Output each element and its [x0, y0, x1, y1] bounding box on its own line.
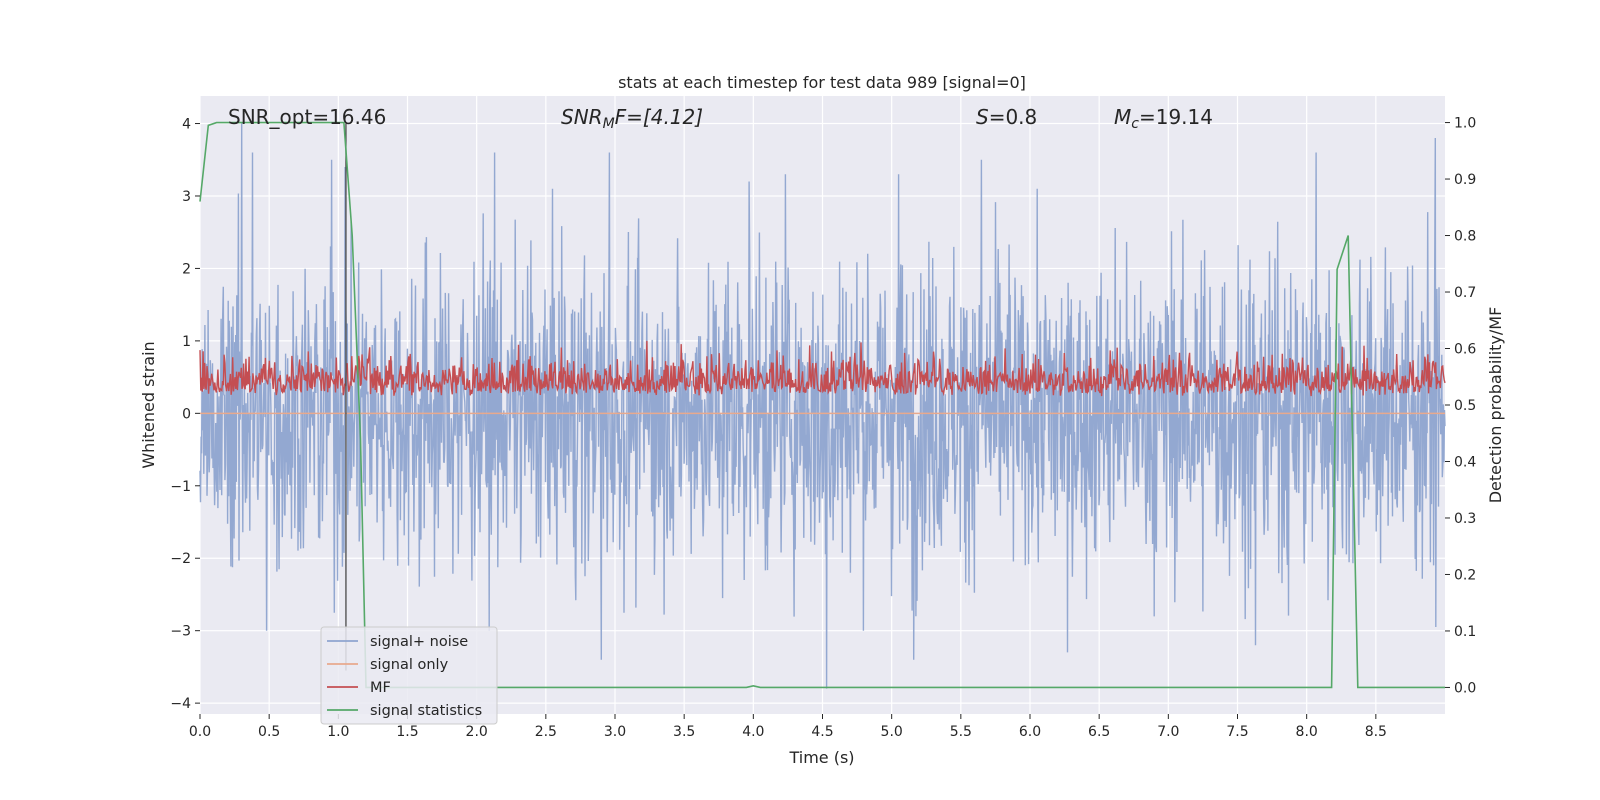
annotation-snr-mf: SNRMF=[4.12] [561, 105, 703, 132]
legend-items: signal+ noise signal only MF signal statist… [327, 634, 482, 719]
legend-box [320, 626, 498, 725]
legend-label: signal only [370, 657, 449, 673]
annotation-snr-mf-base: SNR [561, 105, 603, 129]
x-tick-label: 8.0 [1296, 724, 1318, 740]
x-tick-label: 2.0 [466, 724, 488, 740]
series-signal-plus-noise [199, 123, 1446, 689]
legend-label: signal+ noise [370, 634, 468, 650]
x-tick-label: 6.5 [1088, 724, 1110, 740]
y-tick-label: 1 [182, 334, 191, 350]
y-tick-label: 2 [182, 261, 191, 277]
x-tick-label: 0.0 [189, 724, 211, 740]
axes: 0.0 0.5 1.0 1.5 2.0 2.5 3.0 3.5 4.0 4.5 5.0 5.5 6.0 6… [170, 116, 1476, 740]
y2-tick-label: 0.3 [1454, 511, 1476, 527]
y2-tick-label: 0.1 [1454, 624, 1476, 640]
y2-tick-label: 0.9 [1454, 172, 1476, 188]
y-tick-label: 3 [182, 189, 191, 205]
x-tick-label: 7.0 [1157, 724, 1179, 740]
annotation-mc: Mc=19.14 [1114, 105, 1213, 132]
chart-title: stats at each timestep for test data 989… [618, 73, 1026, 92]
x-tick-label: 3.5 [673, 724, 695, 740]
legend-label: signal statistics [370, 703, 482, 719]
y2-axis-label: Detection probability/MF [1486, 307, 1505, 504]
y2-tick-label: 0.5 [1454, 398, 1476, 414]
x-tick-label: 6.0 [1019, 724, 1041, 740]
y-tick-label: −2 [170, 551, 191, 567]
x-tick-label: 0.5 [258, 724, 280, 740]
annotation-snr-mf-sub: M [603, 116, 615, 132]
y2-tick-label: 0.8 [1454, 229, 1476, 245]
x-tick-label: 4.0 [742, 724, 764, 740]
y-tick-label: 0 [182, 406, 191, 422]
x-tick-label: 1.0 [327, 724, 349, 740]
annotation-mc-sub: c [1131, 116, 1139, 132]
y2-tick-label: 0.6 [1454, 342, 1476, 358]
annotation-snr-mf-rest: F=[4.12] [615, 105, 703, 129]
y-tick-label: −3 [170, 624, 191, 640]
y2-tick-label: 0.2 [1454, 567, 1476, 583]
x-tick-label: 2.5 [535, 724, 557, 740]
y2-tick-label: 0.0 [1454, 680, 1476, 696]
y-axis-label: Whitened strain [139, 341, 158, 468]
y2-tick-label: 0.7 [1454, 285, 1476, 301]
series-mf [199, 340, 1446, 397]
y-tick-label: −4 [170, 696, 191, 712]
x-tick-label: 8.5 [1365, 724, 1387, 740]
x-tick-label: 7.5 [1226, 724, 1248, 740]
annotation-s: S=0.8 [976, 105, 1037, 129]
y-tick-label: −1 [170, 479, 191, 495]
x-tick-label: 5.5 [950, 724, 972, 740]
data-series [199, 121, 1446, 689]
legend-label: MF [370, 680, 391, 696]
x-axis-label: Time (s) [788, 748, 854, 767]
annotation-s-value: =0.8 [989, 105, 1038, 129]
series-signal-statistics [199, 121, 1445, 689]
annotation-mc-base: M [1114, 105, 1131, 129]
y-tick-label: 4 [182, 117, 191, 133]
x-tick-label: 3.0 [604, 724, 626, 740]
annotation-s-symbol: S [976, 105, 989, 129]
x-tick-label: 5.0 [881, 724, 903, 740]
x-tick-label: 4.5 [811, 724, 833, 740]
annotation-mc-value: =19.14 [1139, 105, 1213, 129]
legend: signal+ noise signal only MF signal statist… [320, 626, 498, 725]
y2-tick-label: 1.0 [1454, 116, 1476, 132]
x-tick-label: 1.5 [396, 724, 418, 740]
y2-tick-label: 0.4 [1454, 454, 1476, 470]
annotation-snr-opt: SNR_opt=16.46 [228, 105, 386, 129]
